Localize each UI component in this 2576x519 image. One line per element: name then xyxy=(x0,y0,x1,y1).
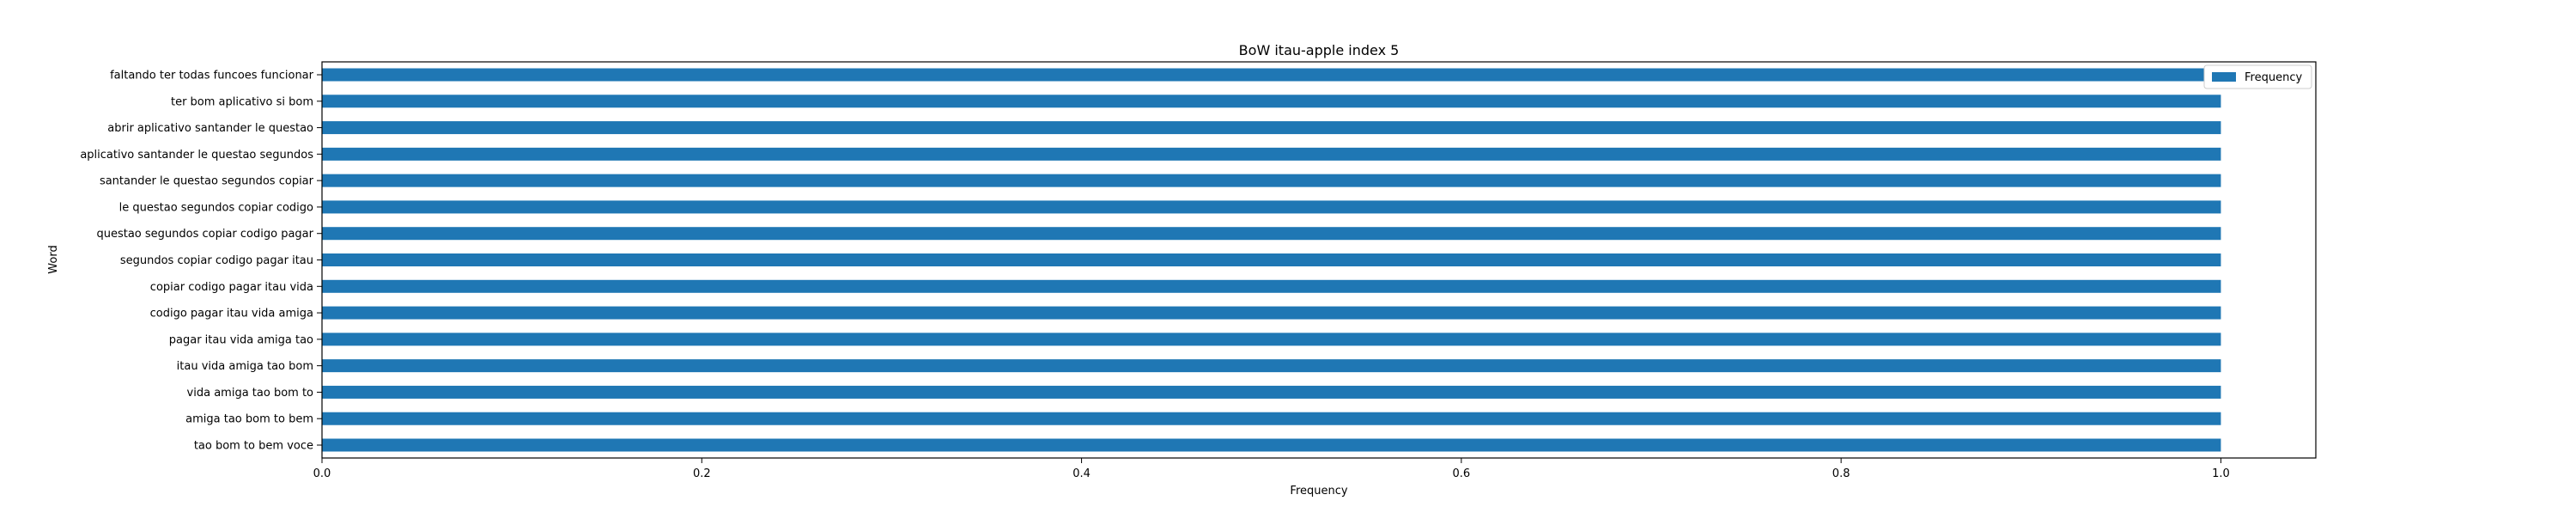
bar xyxy=(322,174,2221,187)
y-tick-label: faltando ter todas funcoes funcionar xyxy=(110,70,314,82)
x-tick-label: 0.8 xyxy=(1832,467,1850,480)
bars-layer xyxy=(322,68,2221,452)
x-tick-label: 0.6 xyxy=(1453,467,1471,480)
y-tick-label: pagar itau vida amiga tao xyxy=(169,333,313,346)
y-tick-label: santander le questao segundos copiar xyxy=(100,175,314,188)
y-tick-label: vida amiga tao bom to xyxy=(187,387,313,400)
y-axis-ticks: faltando ter todas funcoes funcionar ter … xyxy=(80,70,322,453)
legend-swatch xyxy=(2212,72,2236,82)
bar xyxy=(322,306,2221,320)
bar xyxy=(322,200,2221,214)
x-axis-label: Frequency xyxy=(1290,485,1347,498)
chart-title: BoW itau-apple index 5 xyxy=(1239,42,1400,58)
legend-label: Frequency xyxy=(2245,71,2302,84)
x-tick-label: 0.4 xyxy=(1072,467,1091,480)
bar xyxy=(322,412,2221,425)
plot-frame xyxy=(321,61,2317,459)
y-tick-label: codigo pagar itau vida amiga xyxy=(150,308,313,321)
x-axis-ticks: 0.0 0.2 0.4 0.6 0.8 1.0 xyxy=(313,458,2230,480)
y-axis-label: Word xyxy=(47,245,60,273)
bar xyxy=(322,333,2221,346)
x-tick-label: 0.2 xyxy=(693,467,711,480)
bar xyxy=(322,147,2221,161)
bar xyxy=(322,253,2221,266)
bar xyxy=(322,227,2221,241)
legend: Frequency xyxy=(2203,64,2312,89)
bar xyxy=(322,279,2221,293)
y-tick-label: tao bom to bem voce xyxy=(194,440,313,453)
y-tick-label: amiga tao bom to bem xyxy=(185,413,313,426)
x-tick-label: 0.0 xyxy=(313,467,331,480)
y-tick-label: copiar codigo pagar itau vida xyxy=(150,281,313,294)
legend-box xyxy=(2203,64,2312,89)
y-tick-label: aplicativo santander le questao segundos xyxy=(80,149,313,162)
bar xyxy=(322,95,2221,108)
y-tick-label: itau vida amiga tao bom xyxy=(177,360,313,373)
y-tick-label: segundos copiar codigo pagar itau xyxy=(120,254,313,267)
y-tick-label: ter bom aplicativo si bom xyxy=(171,95,313,108)
bar xyxy=(322,438,2221,452)
y-tick-label: le questao segundos copiar codigo xyxy=(119,201,313,214)
bar xyxy=(322,121,2221,135)
bar xyxy=(322,359,2221,373)
y-tick-label: questao segundos copiar codigo pagar xyxy=(96,228,313,241)
y-tick-label: abrir aplicativo santander le questao xyxy=(107,122,313,135)
bar xyxy=(322,68,2221,82)
bar xyxy=(322,385,2221,399)
x-tick-label: 1.0 xyxy=(2212,467,2230,480)
